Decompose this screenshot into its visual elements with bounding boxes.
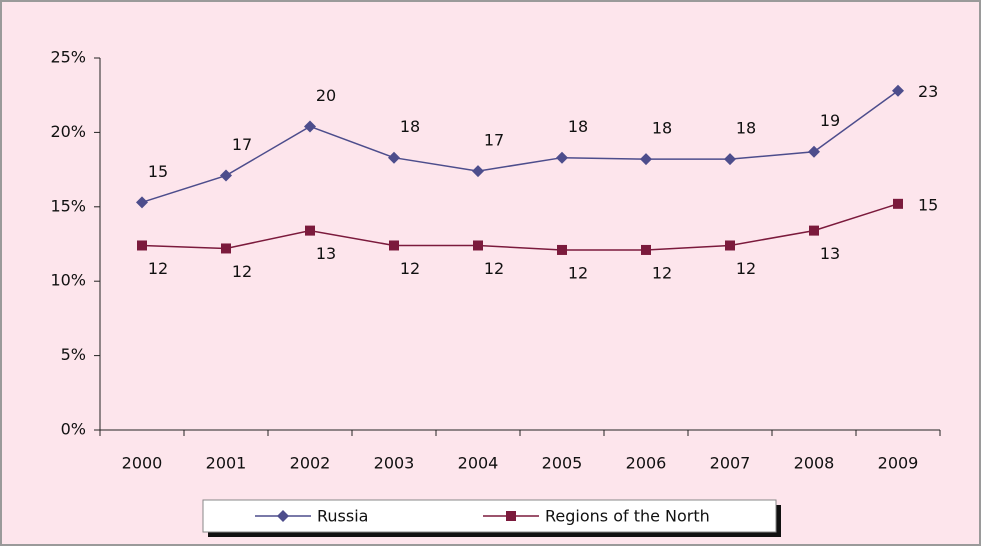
series-line bbox=[141, 203, 899, 251]
point bbox=[305, 225, 315, 236]
point bbox=[724, 153, 736, 166]
point bbox=[388, 151, 400, 164]
point bbox=[136, 196, 148, 209]
point bbox=[220, 169, 232, 182]
x-tick-label: 2004 bbox=[458, 454, 499, 473]
legend-label: Regions of the North bbox=[545, 507, 710, 526]
x-tick-label: 2002 bbox=[290, 454, 331, 473]
point bbox=[641, 244, 651, 255]
x-tick-label: 2001 bbox=[206, 454, 247, 473]
data-label: 18 bbox=[736, 119, 756, 138]
data-label: 12 bbox=[148, 259, 168, 278]
data-label: 18 bbox=[652, 119, 672, 138]
y-tick-label: 15% bbox=[50, 196, 86, 215]
data-label: 15 bbox=[148, 162, 168, 181]
data-label: 12 bbox=[232, 262, 252, 281]
data-label: 12 bbox=[736, 259, 756, 278]
data-label: 20 bbox=[316, 86, 336, 105]
x-tick-label: 2008 bbox=[794, 454, 835, 473]
point bbox=[221, 243, 231, 254]
y-tick-label: 20% bbox=[50, 122, 86, 141]
x-tick-label: 2007 bbox=[710, 454, 751, 473]
legend-marker bbox=[506, 511, 516, 521]
point bbox=[808, 145, 820, 158]
data-label: 13 bbox=[820, 244, 840, 263]
data-label: 18 bbox=[568, 117, 588, 136]
point bbox=[137, 240, 147, 251]
data-label: 19 bbox=[820, 111, 840, 130]
point bbox=[557, 244, 567, 255]
x-tick-label: 2003 bbox=[374, 454, 415, 473]
point bbox=[893, 198, 903, 209]
data-label: 12 bbox=[652, 263, 672, 282]
data-label: 17 bbox=[232, 135, 252, 154]
y-tick-label: 0% bbox=[61, 420, 86, 439]
point bbox=[725, 240, 735, 251]
y-tick-label: 5% bbox=[61, 345, 86, 364]
data-label: 12 bbox=[400, 259, 420, 278]
legend-label: Russia bbox=[317, 507, 368, 526]
point bbox=[640, 153, 652, 166]
x-tick-label: 2000 bbox=[122, 454, 163, 473]
y-tick-label: 25% bbox=[50, 48, 86, 67]
legend-marker bbox=[277, 510, 289, 522]
data-label: 12 bbox=[568, 263, 588, 282]
y-tick-label: 10% bbox=[50, 271, 86, 290]
point bbox=[472, 165, 484, 178]
series-line bbox=[141, 90, 899, 204]
point bbox=[809, 225, 819, 236]
x-tick-label: 2009 bbox=[878, 454, 919, 473]
data-label: 23 bbox=[918, 82, 938, 101]
point bbox=[473, 240, 483, 251]
data-label: 13 bbox=[316, 244, 336, 263]
data-label: 15 bbox=[918, 195, 938, 214]
point bbox=[556, 151, 568, 164]
data-label: 18 bbox=[400, 117, 420, 136]
point bbox=[304, 120, 316, 133]
point bbox=[892, 84, 904, 97]
x-tick-label: 2005 bbox=[542, 454, 583, 473]
data-label: 17 bbox=[484, 131, 504, 150]
x-tick-label: 2006 bbox=[626, 454, 667, 473]
data-label: 12 bbox=[484, 259, 504, 278]
point bbox=[389, 240, 399, 251]
